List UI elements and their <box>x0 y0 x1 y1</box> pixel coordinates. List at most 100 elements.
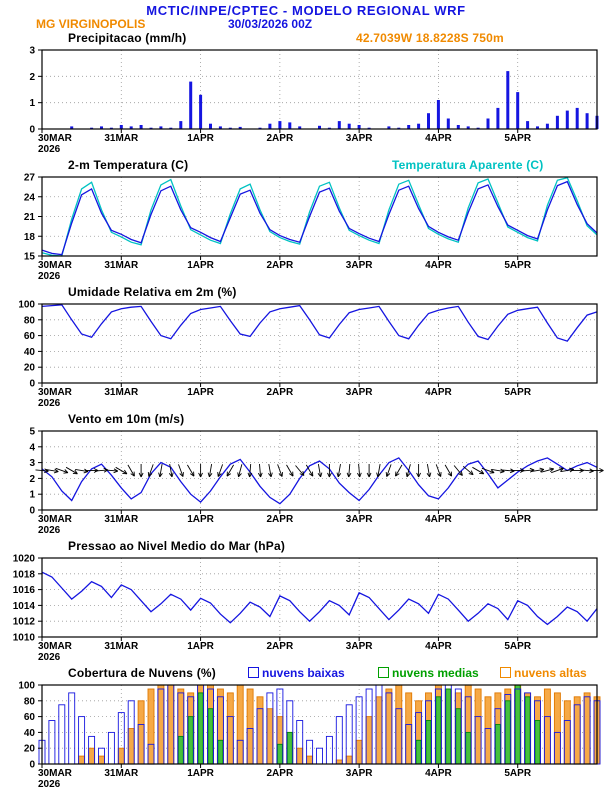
svg-text:1APR: 1APR <box>187 641 214 652</box>
svg-text:1APR: 1APR <box>187 514 214 525</box>
svg-text:31MAR: 31MAR <box>104 641 139 652</box>
svg-text:5APR: 5APR <box>504 133 531 144</box>
svg-text:18: 18 <box>24 232 36 243</box>
panel-wind: Vento em 10m (m/s) 0 1 2 3 4 5 30MAR 31MAR 1APR 2… <box>0 411 612 538</box>
svg-text:3APR: 3APR <box>346 387 373 398</box>
svg-text:3APR: 3APR <box>346 641 373 652</box>
svg-text:2APR: 2APR <box>267 133 294 144</box>
svg-text:1APR: 1APR <box>187 768 214 779</box>
svg-text:31MAR: 31MAR <box>104 387 139 398</box>
nuvens-baixas-swatch-icon <box>248 667 259 678</box>
x-axis: 30MAR 31MAR 1APR 2APR 3APR 4APR 5APR 2026 <box>38 764 532 790</box>
page-title: MCTIC/INPE/CPTEC - MODELO REGIONAL WRF <box>146 3 466 18</box>
svg-text:3APR: 3APR <box>346 768 373 779</box>
svg-text:0: 0 <box>29 379 35 390</box>
svg-text:2: 2 <box>29 474 35 485</box>
svg-text:5APR: 5APR <box>504 260 531 271</box>
svg-text:40: 40 <box>24 728 36 739</box>
clouds-title: Cobertura de Nuvens (%) <box>68 666 216 680</box>
nuvens-medias-label: nuvens medias <box>392 666 479 680</box>
legend-nuvens-baixas: nuvens baixas <box>248 666 345 680</box>
panel-precipitation: Precipitacao (mm/h) 42.7039W 18.8228S 75… <box>0 30 612 157</box>
svg-text:0: 0 <box>29 506 35 517</box>
svg-text:2APR: 2APR <box>267 387 294 398</box>
svg-text:2026: 2026 <box>38 525 61 536</box>
temperature-chart: 15 18 21 24 27 30MAR 31MAR 1APR 2APR 3APR 4APR 5APR… <box>24 173 598 282</box>
svg-text:60: 60 <box>24 712 36 723</box>
x-axis: 30MAR 31MAR 1APR 2APR 3APR 4APR 5APR 2026 <box>38 256 532 282</box>
svg-text:3APR: 3APR <box>346 133 373 144</box>
svg-text:1APR: 1APR <box>187 387 214 398</box>
svg-text:21: 21 <box>24 212 36 223</box>
gridlines <box>42 50 597 129</box>
nuvens-altas-swatch-icon <box>500 667 511 678</box>
series-umidade-relativa <box>41 304 598 342</box>
y-axis: 15 18 21 24 27 <box>24 173 42 263</box>
x-axis: 30MAR 31MAR 1APR 2APR 3APR 4APR 5APR 2026 <box>38 129 532 155</box>
svg-text:4APR: 4APR <box>425 133 452 144</box>
svg-text:1012: 1012 <box>13 617 36 628</box>
rh-plot: 0 20 40 60 80 100 30MAR 31MAR 1APR 2APR 3APR 4APR 5A… <box>18 300 598 409</box>
svg-text:31MAR: 31MAR <box>104 514 139 525</box>
wind-title: Vento em 10m (m/s) <box>68 412 185 426</box>
temp-plot: 15 18 21 24 27 30MAR 31MAR 1APR 2APR 3APR 4APR 5APR… <box>24 173 598 282</box>
svg-text:1: 1 <box>29 490 35 501</box>
svg-text:1APR: 1APR <box>187 133 214 144</box>
svg-text:31MAR: 31MAR <box>104 768 139 779</box>
svg-text:15: 15 <box>24 252 36 263</box>
panel-humidity: Umidade Relativa em 2m (%) 0 20 40 60 80 100 3… <box>0 284 612 411</box>
svg-text:20: 20 <box>24 744 36 755</box>
wind-arrows <box>35 463 604 478</box>
svg-text:27: 27 <box>24 173 36 184</box>
svg-text:3: 3 <box>29 46 35 57</box>
series-temperatura-aparente <box>41 176 598 257</box>
gridlines <box>42 431 597 510</box>
svg-text:0: 0 <box>29 125 35 136</box>
svg-text:100: 100 <box>18 300 35 311</box>
svg-text:2APR: 2APR <box>267 768 294 779</box>
precip-plot: 0 1 2 3 30MAR 31MAR 1APR 2APR 3APR 4APR 5APR 2026 <box>29 46 599 155</box>
svg-text:20: 20 <box>24 363 36 374</box>
plot-frame <box>41 176 598 257</box>
svg-text:5APR: 5APR <box>504 387 531 398</box>
apparent-temperature-label: Temperatura Aparente (C) <box>392 158 544 172</box>
panel-temperature-head: 2-m Temperatura (C) Temperatura Aparente… <box>0 157 612 172</box>
wind-plot: 0 1 2 3 4 5 30MAR 31MAR 1APR 2APR 3APR 4APR 5APR 2026 <box>29 427 604 536</box>
y-axis: 0 20 40 60 80 100 <box>18 300 42 390</box>
x-axis: 30MAR 31MAR 1APR 2APR 3APR 4APR 5APR 2026 <box>38 637 532 663</box>
svg-text:2026: 2026 <box>38 652 61 663</box>
svg-text:2026: 2026 <box>38 271 61 282</box>
pressure-title: Pressao ao Nivel Medio do Mar (hPa) <box>68 539 286 553</box>
series <box>41 176 598 257</box>
humidity-chart: 0 20 40 60 80 100 30MAR 31MAR 1APR 2APR 3APR 4APR 5A… <box>18 300 598 409</box>
gridlines <box>42 177 597 256</box>
gridlines <box>42 685 597 764</box>
humidity-title: Umidade Relativa em 2m (%) <box>68 285 237 299</box>
clouds-plot: 0 20 40 60 80 100 30MAR 31MAR 1APR 2APR 3APR 4APR 5A… <box>18 681 601 790</box>
panel-pressure-head: Pressao ao Nivel Medio do Mar (hPa) <box>0 538 612 553</box>
svg-text:4APR: 4APR <box>425 514 452 525</box>
panel-temperature: 2-m Temperatura (C) Temperatura Aparente… <box>0 157 612 284</box>
x-axis: 30MAR 31MAR 1APR 2APR 3APR 4APR 5APR 2026 <box>38 383 532 409</box>
clouds-chart: 0 20 40 60 80 100 30MAR 31MAR 1APR 2APR 3APR 4APR 5A… <box>18 681 601 790</box>
svg-text:60: 60 <box>24 331 36 342</box>
model-run-datetime: 30/03/2026 00Z <box>228 17 313 31</box>
nuvens-medias-swatch-icon <box>378 667 389 678</box>
svg-text:2: 2 <box>29 72 35 83</box>
svg-text:80: 80 <box>24 696 36 707</box>
svg-text:4APR: 4APR <box>425 641 452 652</box>
svg-text:0: 0 <box>29 760 35 771</box>
svg-text:31MAR: 31MAR <box>104 133 139 144</box>
panel-humidity-head: Umidade Relativa em 2m (%) <box>0 284 612 299</box>
series-velocidade-vento <box>41 457 598 505</box>
svg-text:40: 40 <box>24 347 36 358</box>
svg-text:2APR: 2APR <box>267 641 294 652</box>
plot-frame <box>41 303 598 384</box>
svg-text:1014: 1014 <box>13 601 36 612</box>
plot-frame <box>41 430 598 511</box>
svg-text:4: 4 <box>29 442 35 453</box>
pressure-chart: 1010 1012 1014 1016 1018 1020 30MAR 31MAR 1APR 2A… <box>13 554 598 663</box>
svg-text:2APR: 2APR <box>267 514 294 525</box>
precipitation-title: Precipitacao (mm/h) <box>68 31 187 45</box>
